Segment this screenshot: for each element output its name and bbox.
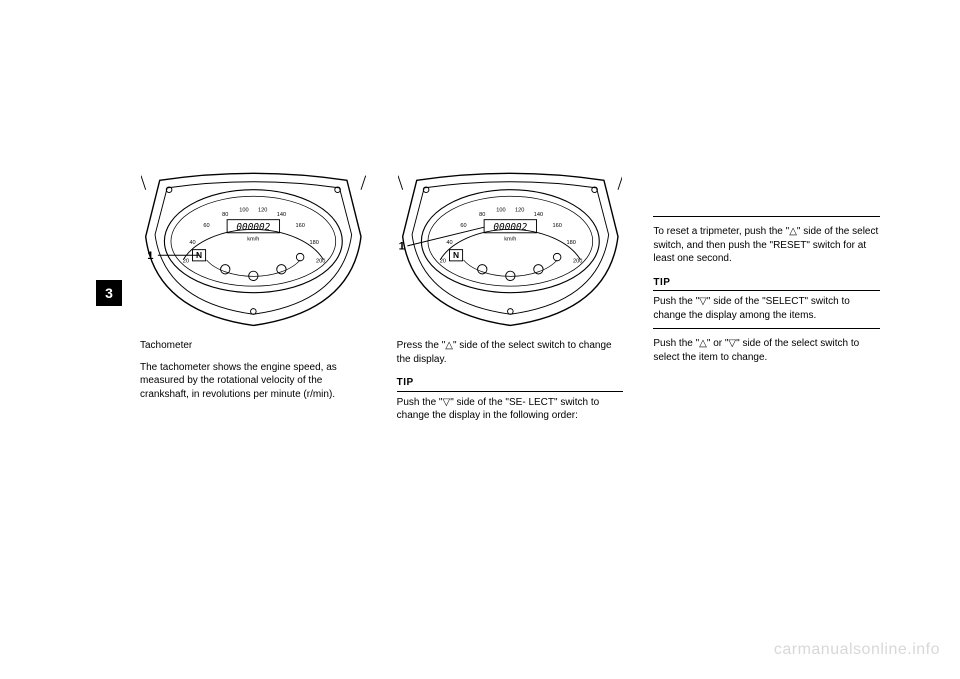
- tick-100: 100: [239, 207, 248, 213]
- section-tab: 3: [96, 280, 122, 306]
- svg-text:100: 100: [496, 207, 505, 213]
- figure-2: 20 40 60 80 100 120 140 160 180 200 N 0: [397, 170, 624, 331]
- column-1: 20 40 60 80 100 120 140 160 180 200 N: [140, 170, 367, 423]
- column-2: 20 40 60 80 100 120 140 160 180 200 N 0: [397, 170, 624, 423]
- figure-callout-2: 1: [398, 241, 404, 253]
- triangle-up-icon: △: [789, 227, 797, 237]
- col3-para1: To reset a tripmeter, push the "△" side …: [653, 225, 880, 266]
- tick-120: 120: [258, 207, 267, 213]
- dash-illustration-2: 20 40 60 80 100 120 140 160 180 200 N 0: [398, 171, 623, 330]
- column-3: To reset a tripmeter, push the "△" side …: [653, 170, 880, 423]
- svg-text:80: 80: [479, 212, 485, 218]
- tick-200: 200: [316, 259, 325, 265]
- svg-text:120: 120: [515, 207, 524, 213]
- content-columns: 20 40 60 80 100 120 140 160 180 200 N: [140, 170, 880, 423]
- svg-text:40: 40: [446, 240, 452, 246]
- col2-tip: TIP Push the "▽" side of the "SE- LECT" …: [397, 376, 624, 423]
- section-tab-label: 3: [105, 285, 113, 301]
- tick-140: 140: [277, 212, 286, 218]
- col2-instruction: Press the "△" side of the select switch …: [397, 339, 624, 366]
- triangle-down-icon: ▽: [699, 297, 707, 307]
- svg-text:km/h: km/h: [504, 236, 516, 242]
- odometer-digits: 000002: [236, 222, 270, 233]
- svg-text:160: 160: [552, 223, 561, 229]
- speed-unit: km/h: [247, 236, 259, 242]
- col3-tip-text: Push the "▽" side of the "SELECT" switch…: [653, 295, 880, 322]
- tick-160: 160: [295, 223, 304, 229]
- col3-tip: TIP Push the "▽" side of the "SELECT" sw…: [653, 276, 880, 330]
- triangle-up-icon: △: [445, 341, 453, 351]
- tick-20: 20: [183, 259, 189, 265]
- tick-40: 40: [189, 240, 195, 246]
- svg-text:60: 60: [460, 223, 466, 229]
- tip-label: TIP: [397, 376, 624, 390]
- col3-top-rule: [653, 216, 880, 217]
- svg-text:20: 20: [439, 259, 445, 265]
- svg-text:200: 200: [573, 259, 582, 265]
- tick-80: 80: [222, 212, 228, 218]
- tip-close-rule: [653, 328, 880, 329]
- page: 3 20: [0, 0, 960, 679]
- figure-1: 20 40 60 80 100 120 140 160 180 200 N: [140, 170, 367, 331]
- svg-text:140: 140: [533, 212, 542, 218]
- col1-body: The tachometer shows the engine speed, a…: [140, 361, 367, 402]
- col2-tip-text: Push the "▽" side of the "SE- LECT" swit…: [397, 396, 624, 423]
- tip-rule: [397, 391, 624, 392]
- tick-60: 60: [203, 223, 209, 229]
- triangle-up-icon: △: [699, 339, 707, 349]
- svg-text:N: N: [453, 250, 459, 260]
- triangle-down-icon: ▽: [728, 339, 736, 349]
- col3-after: Push the "△" or "▽" side of the select s…: [653, 337, 880, 364]
- dash-illustration-1: 20 40 60 80 100 120 140 160 180 200 N: [141, 171, 366, 330]
- tick-180: 180: [310, 240, 319, 246]
- svg-text:180: 180: [566, 240, 575, 246]
- svg-text:000002: 000002: [493, 222, 527, 233]
- watermark: carmanualsonline.info: [774, 641, 940, 659]
- col1-heading: Tachometer: [140, 339, 367, 353]
- figure-callout-1: 1: [147, 250, 153, 262]
- tip-label: TIP: [653, 276, 880, 290]
- tip-rule: [653, 290, 880, 291]
